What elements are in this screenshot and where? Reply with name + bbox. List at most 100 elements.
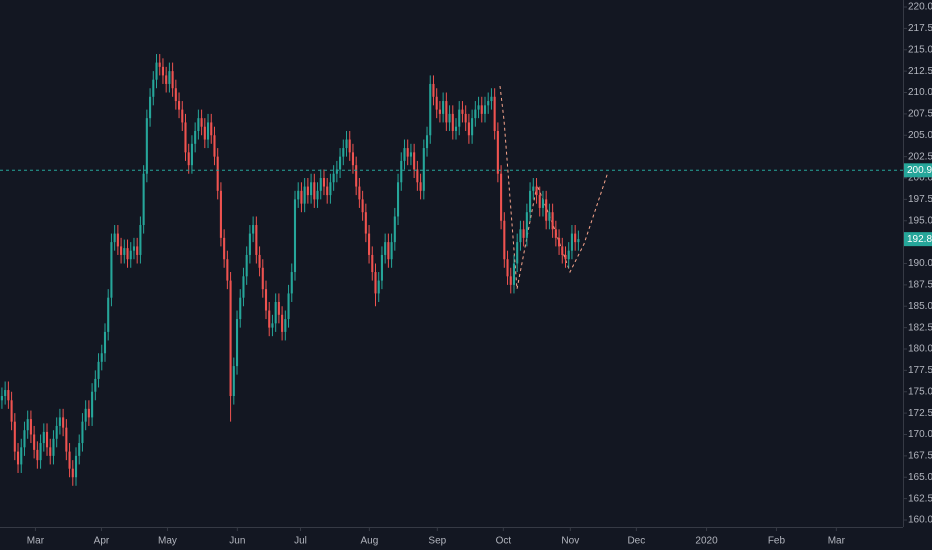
- candle-body: [232, 366, 235, 397]
- candle-body: [541, 199, 545, 208]
- candle-body: [129, 250, 132, 260]
- candle-body: [139, 225, 142, 255]
- candle-body: [342, 148, 345, 157]
- candle-body: [503, 220, 506, 260]
- candle-body: [113, 233, 116, 243]
- y-tick-label: 185.00: [908, 301, 932, 312]
- horizontal-line-label: 200.90: [907, 165, 932, 176]
- candle-body: [483, 105, 487, 114]
- candle-body: [161, 66, 164, 76]
- candle-body: [335, 169, 338, 174]
- candle-body: [384, 242, 387, 255]
- candle-body: [242, 276, 245, 298]
- y-tick-label: 207.50: [908, 109, 932, 120]
- y-tick-label: 212.50: [908, 66, 932, 77]
- candle-body: [245, 254, 248, 277]
- candle-body: [319, 178, 322, 191]
- candle-body: [377, 280, 380, 294]
- y-tick-label: 180.00: [908, 344, 932, 355]
- candle-body: [496, 130, 499, 174]
- candle-body: [564, 254, 567, 260]
- candle-body: [248, 233, 251, 255]
- x-tick-label: Sep: [428, 536, 446, 547]
- candle-body: [261, 267, 264, 290]
- candle-body: [300, 190, 303, 204]
- candle-body: [103, 331, 107, 354]
- candle-body: [529, 190, 532, 213]
- candle-body: [268, 310, 271, 328]
- candle-body: [271, 323, 274, 328]
- candle-body: [4, 390, 7, 397]
- y-tick-label: 172.50: [908, 408, 932, 419]
- candle-body: [329, 182, 332, 196]
- candle-body: [65, 427, 68, 452]
- candle-body: [71, 468, 74, 478]
- candle-body: [413, 152, 416, 170]
- candle-body: [461, 109, 464, 114]
- candle-body: [223, 237, 226, 260]
- candle-body: [364, 212, 367, 234]
- candle-body: [451, 113, 454, 131]
- candle-body: [264, 289, 268, 311]
- candle-body: [570, 233, 573, 251]
- candle-body: [142, 173, 145, 226]
- candle-body: [554, 229, 557, 238]
- candle-body: [255, 225, 258, 255]
- candle-body: [120, 246, 123, 255]
- candle-body: [348, 139, 351, 153]
- candle-body: [525, 212, 528, 238]
- candle-body: [52, 438, 55, 456]
- candle-body: [310, 182, 313, 196]
- marks: [0, 54, 580, 486]
- candle-body: [487, 101, 490, 106]
- candle-body: [97, 361, 100, 379]
- candle-body: [116, 233, 119, 247]
- candle-body: [467, 122, 470, 136]
- candle-body: [471, 118, 474, 136]
- candle-body: [380, 254, 383, 281]
- candle-body: [94, 378, 97, 392]
- candle-body: [538, 195, 541, 208]
- candle-body: [326, 186, 329, 196]
- candle-body: [184, 122, 187, 153]
- pattern-drawing: [499, 85, 609, 290]
- x-tick-label: May: [158, 536, 177, 547]
- candle-body: [235, 319, 239, 367]
- candle-body: [313, 182, 316, 200]
- candle-body: [297, 190, 300, 200]
- candle-body: [210, 122, 213, 136]
- candle-body: [332, 173, 335, 183]
- candle-body: [516, 242, 519, 264]
- horizontal-line-label-bg: [904, 163, 932, 178]
- candle-body: [136, 246, 139, 255]
- candle-body: [20, 447, 23, 465]
- candle-body: [403, 148, 406, 161]
- candle-body: [200, 118, 203, 127]
- candle-body: [406, 148, 409, 157]
- candle-body: [316, 190, 319, 200]
- candle-body: [145, 118, 148, 174]
- candle-body: [490, 96, 493, 102]
- candle-body: [84, 408, 87, 422]
- y-tick-label: 170.00: [908, 429, 932, 440]
- y-tick-label: 217.50: [908, 23, 932, 34]
- candle-body: [42, 431, 45, 444]
- candle-body: [13, 421, 16, 452]
- candle-body: [252, 225, 255, 234]
- candle-body: [149, 96, 152, 119]
- candle-body: [110, 242, 113, 298]
- y-tick-label: 190.00: [908, 258, 932, 269]
- candle-body: [448, 113, 451, 123]
- candle-body: [126, 248, 129, 260]
- candle-body: [474, 109, 477, 119]
- candle-body: [561, 246, 564, 255]
- candle-body: [26, 419, 29, 431]
- candle-body: [78, 443, 81, 456]
- candle-body: [68, 451, 71, 469]
- y-tick-label: 165.00: [908, 472, 932, 483]
- candle-body: [567, 250, 570, 260]
- candle-body: [551, 212, 554, 230]
- candle-body: [480, 105, 483, 114]
- candle-body: [458, 109, 461, 127]
